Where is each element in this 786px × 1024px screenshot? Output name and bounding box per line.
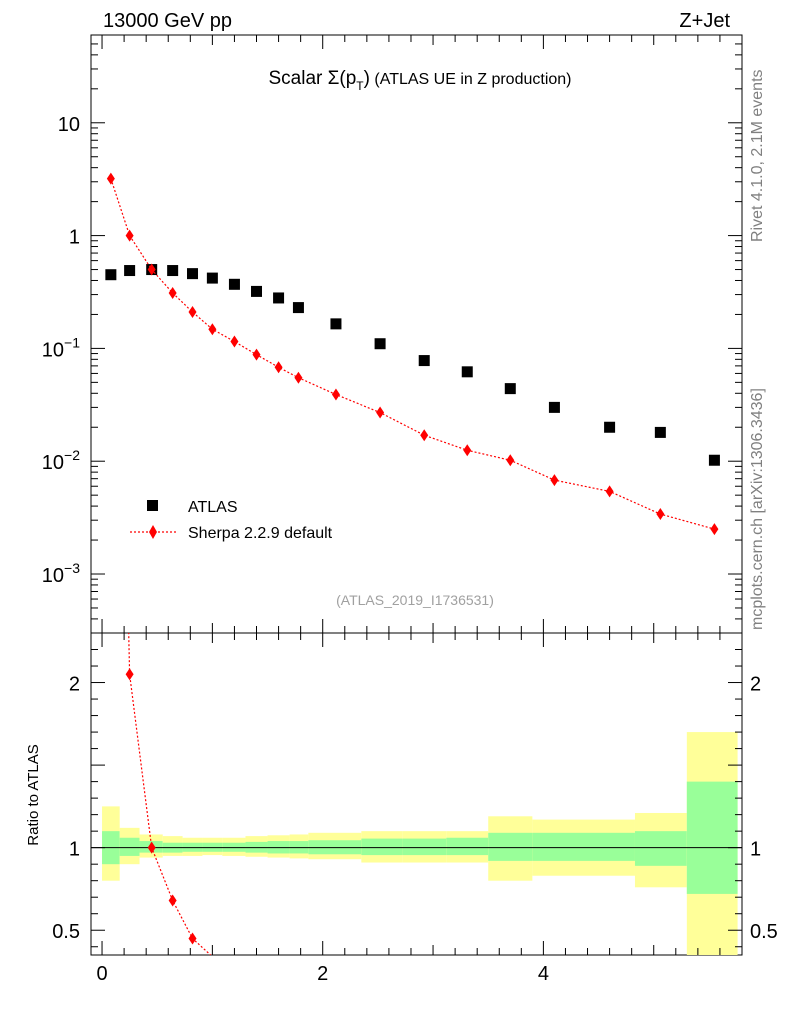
main-y-tick-label-base: 10 <box>42 452 64 474</box>
atlas-data-point <box>292 302 304 314</box>
sherpa-data-point <box>188 306 197 319</box>
atlas-data-point <box>504 383 516 395</box>
main-y-tick-label: 10−2 <box>42 447 80 474</box>
ratio-band-inner <box>402 838 447 856</box>
sherpa-ratio-point <box>125 668 134 681</box>
atlas-data-point <box>124 265 136 277</box>
plot-title-close: ) <box>364 68 370 89</box>
sherpa-ratio-point <box>147 841 156 854</box>
atlas-data-point <box>206 272 218 284</box>
sherpa-data-point <box>656 508 665 521</box>
sherpa-ratio-line <box>128 633 212 955</box>
analysis-id-label: (ATLAS_2019_I1736531) <box>336 592 494 608</box>
sherpa-ratio-point <box>168 894 177 907</box>
sherpa-data-point <box>506 454 515 467</box>
ratio-y-tick-label-right: 2 <box>750 674 761 696</box>
ratio-y-axis-label: Ratio to ATLAS <box>25 744 42 845</box>
sherpa-data-point <box>605 485 614 498</box>
main-y-tick-label: 1 <box>69 227 80 249</box>
ratio-x-tick-label: 0 <box>96 963 107 985</box>
sherpa-data-point <box>376 406 385 419</box>
atlas-data-point <box>461 366 473 378</box>
main-y-tick-label-exp: −2 <box>64 447 80 463</box>
main-y-tick-label-exp: −3 <box>64 560 80 576</box>
ratio-band-inner <box>634 831 687 866</box>
atlas-data-point <box>330 318 342 330</box>
legend-atlas-label: ATLAS <box>188 499 238 516</box>
mcplots-label: mcplots.cern.ch [arXiv:1306.3436] <box>749 388 766 630</box>
main-y-tick-label-base: 10 <box>42 565 64 587</box>
ratio-band-inner <box>119 837 140 856</box>
legend-sherpa-label: Sherpa 2.2.9 default <box>188 525 333 542</box>
sherpa-line <box>110 178 715 530</box>
atlas-data-point <box>708 454 720 466</box>
atlas-data-point <box>273 292 285 304</box>
sherpa-ratio-point <box>188 932 197 945</box>
atlas-data-point <box>418 355 430 367</box>
ratio-x-tick-label: 2 <box>317 963 328 985</box>
plot-title: Scalar Σ(pT) (ATLAS UE in Z production) <box>268 68 571 93</box>
main-y-tick-label-base: 10 <box>58 114 80 136</box>
atlas-data-point <box>105 269 117 281</box>
sherpa-data-point <box>168 286 177 299</box>
plot-title-rest: (ATLAS UE in Z production) <box>370 71 572 88</box>
atlas-data-point <box>654 426 666 438</box>
main-y-tick-label-base: 1 <box>69 227 80 249</box>
sherpa-data-point <box>331 388 340 401</box>
ratio-band-inner <box>576 832 635 861</box>
plot-title-sigma: Σ(p <box>328 68 357 89</box>
main-y-tick-label: 10 <box>58 114 80 136</box>
legend-atlas-marker <box>147 500 158 511</box>
ratio-uncertainty-bands <box>91 732 742 955</box>
ratio-y-tick-label-right: 0.5 <box>750 921 778 943</box>
ratio-y-tick-label-right: 1 <box>750 839 761 861</box>
atlas-data-point <box>228 278 240 290</box>
sherpa-data-point <box>125 229 134 242</box>
sherpa-data-point <box>106 172 115 185</box>
header-right-label: Z+Jet <box>679 10 730 32</box>
main-plot-frame <box>90 34 743 634</box>
atlas-data-point <box>251 285 263 297</box>
atlas-data-point <box>374 338 386 350</box>
sherpa-data-point <box>274 361 283 374</box>
sherpa-data-point <box>550 474 559 487</box>
sherpa-data-point <box>294 371 303 384</box>
main-series-marks <box>105 172 720 536</box>
main-y-tick-label: 10−3 <box>42 560 80 587</box>
sherpa-data-point <box>710 523 719 536</box>
legend-sherpa-marker <box>149 525 157 539</box>
sherpa-data-point <box>420 429 429 442</box>
main-y-tick-label-base: 10 <box>42 339 64 361</box>
sherpa-data-point <box>147 263 156 276</box>
ratio-x-tick-label: 4 <box>538 963 549 985</box>
ratio-band-inner <box>488 832 533 861</box>
main-y-tick-label-exp: −1 <box>64 334 80 350</box>
ratio-band-inner <box>532 832 577 861</box>
ratio-y-tick-label: 1 <box>69 839 80 861</box>
plot-title-sub: T <box>356 79 364 93</box>
ratio-band-inner <box>686 781 738 894</box>
atlas-data-point <box>548 401 560 413</box>
ratio-band-inner <box>446 837 489 856</box>
atlas-data-point <box>604 421 616 433</box>
sherpa-data-point <box>252 348 261 361</box>
sherpa-data-point <box>463 444 472 457</box>
header-left-label: 13000 GeV pp <box>103 10 232 32</box>
ratio-series-marks <box>125 633 212 955</box>
atlas-data-point <box>167 265 179 277</box>
sherpa-data-point <box>208 323 217 336</box>
ratio-plot-frame <box>90 632 743 956</box>
plot-title-main: Scalar <box>268 68 327 89</box>
rivet-label: Rivet 4.1.0, 2.1M events <box>749 69 766 242</box>
ratio-y-tick-label: 2 <box>69 674 80 696</box>
ratio-y-tick-label: 0.5 <box>52 921 80 943</box>
ratio-band-inner <box>361 838 403 856</box>
sherpa-data-point <box>230 335 239 348</box>
atlas-data-point <box>187 268 199 280</box>
main-y-tick-label: 10−1 <box>42 334 80 361</box>
